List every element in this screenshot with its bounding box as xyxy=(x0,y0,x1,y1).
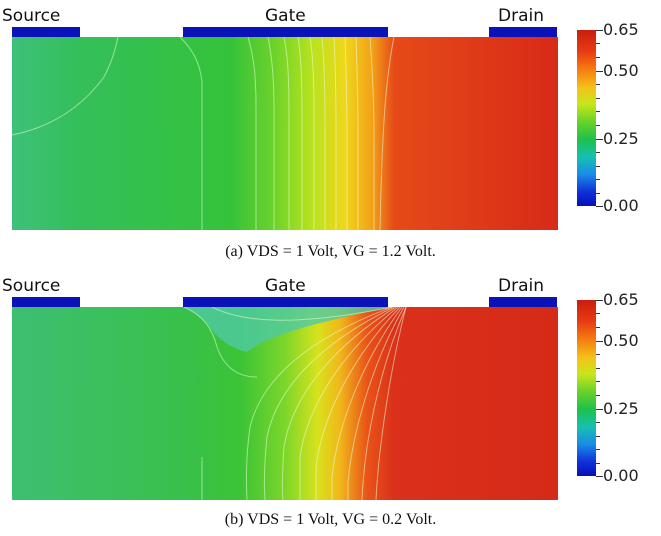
colorbar-tick xyxy=(596,354,600,355)
gate-depletion-region xyxy=(184,307,392,352)
gate-electrode xyxy=(183,297,388,307)
caption-prefix: (a) xyxy=(225,243,243,260)
colorbar-label-min: 0.00 xyxy=(603,466,639,485)
source-label: Source xyxy=(2,276,61,296)
gate-label: Gate xyxy=(265,6,306,26)
field-gradient-a xyxy=(12,37,558,230)
colorbar-a xyxy=(577,30,596,206)
colorbar-tick xyxy=(596,30,603,31)
colorbar-tick xyxy=(596,327,600,328)
caption-prefix: (b) xyxy=(224,511,244,528)
colorbar-tick xyxy=(596,341,603,342)
colorbar-tick xyxy=(596,368,600,369)
colorbar-b xyxy=(577,300,596,476)
caption-text: VDS = 1 Volt, VG = 1.2 Volt. xyxy=(246,243,436,260)
colorbar-tick xyxy=(596,422,600,423)
colorbar-label-050: 0.50 xyxy=(603,331,639,350)
gate-label: Gate xyxy=(265,276,306,296)
drain-electrode xyxy=(489,297,557,307)
caption-a: (a) VDS = 1 Volt, VG = 1.2 Volt. xyxy=(0,243,661,261)
colorbar-tick xyxy=(596,206,603,207)
potential-field-b xyxy=(12,307,558,500)
colorbar-tick xyxy=(596,179,600,180)
colorbar-tick xyxy=(596,43,600,44)
colorbar-tick xyxy=(596,125,600,126)
colorbar-label-min: 0.00 xyxy=(603,196,639,215)
colorbar-tick xyxy=(596,57,600,58)
colorbar-label-max: 0.65 xyxy=(603,290,639,309)
drain-label: Drain xyxy=(498,276,544,296)
colorbar-label-max: 0.65 xyxy=(603,20,639,39)
colorbar-tick xyxy=(596,476,603,477)
contour-lines-b xyxy=(183,307,407,500)
colorbar-tick xyxy=(596,381,600,382)
colorbar-tick xyxy=(596,300,603,301)
potential-field-a xyxy=(12,37,558,230)
drain-label: Drain xyxy=(498,6,544,26)
contour-lines-a xyxy=(12,37,395,230)
colorbar-tick xyxy=(596,98,600,99)
field-gradient-b xyxy=(12,307,558,500)
caption-text: VDS = 1 Volt, VG = 0.2 Volt. xyxy=(247,511,437,528)
colorbar-tick xyxy=(596,463,600,464)
colorbar-tick xyxy=(596,139,603,140)
colorbar-label-050: 0.50 xyxy=(603,61,639,80)
colorbar-tick xyxy=(596,313,600,314)
colorbar-tick xyxy=(596,71,603,72)
colorbar-label-025: 0.25 xyxy=(603,129,639,148)
colorbar-tick xyxy=(596,166,600,167)
colorbar-tick xyxy=(596,152,600,153)
colorbar-tick xyxy=(596,436,600,437)
gate-electrode xyxy=(183,27,388,37)
source-electrode xyxy=(12,297,80,307)
colorbar-tick xyxy=(596,409,603,410)
caption-b: (b) VDS = 1 Volt, VG = 0.2 Volt. xyxy=(0,511,661,529)
source-electrode xyxy=(12,27,80,37)
source-label: Source xyxy=(2,6,61,26)
colorbar-tick xyxy=(596,111,600,112)
colorbar-tick xyxy=(596,193,600,194)
colorbar-label-025: 0.25 xyxy=(603,399,639,418)
colorbar-tick xyxy=(596,395,600,396)
drain-electrode xyxy=(489,27,557,37)
colorbar-tick xyxy=(596,449,600,450)
panel-a: Source Gate Drain xyxy=(0,6,661,261)
panel-b: Source Gate Drain xyxy=(0,270,661,536)
colorbar-tick xyxy=(596,84,600,85)
